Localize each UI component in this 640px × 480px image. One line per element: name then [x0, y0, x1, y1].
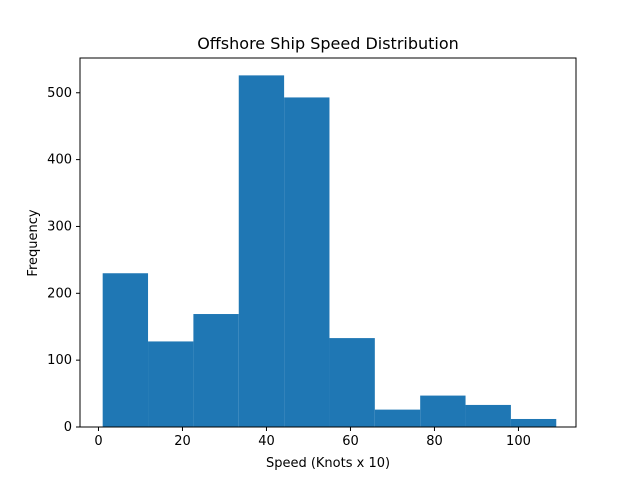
y-tick-label: 300 — [47, 219, 72, 234]
x-tick-label: 80 — [426, 434, 443, 449]
chart-title: Offshore Ship Speed Distribution — [197, 34, 459, 53]
ticks-layer: 0 20 40 60 80 100 0 100 200 300 400 500 — [47, 86, 531, 449]
y-tick-label: 200 — [47, 286, 72, 301]
histogram-bar-4 — [238, 75, 285, 427]
x-tick-label: 40 — [258, 434, 275, 449]
y-tick-label: 100 — [47, 353, 72, 368]
histogram-bar-2 — [148, 341, 194, 427]
histogram-bar-8 — [420, 395, 466, 427]
histogram-bar-1 — [102, 273, 149, 427]
histogram-bar-3 — [193, 314, 239, 427]
x-tick-label: 20 — [174, 434, 191, 449]
x-tick-label: 60 — [342, 434, 359, 449]
histogram-bar-10 — [510, 418, 557, 427]
y-axis-label: Frequency — [26, 209, 41, 276]
y-tick-label: 0 — [64, 420, 72, 435]
bars-layer — [102, 75, 557, 427]
plot-frame — [79, 57, 577, 428]
x-tick-label: 100 — [506, 434, 531, 449]
y-tick-label: 400 — [47, 153, 72, 168]
histogram-bar-5 — [284, 97, 330, 427]
x-axis-label: Speed (Knots x 10) — [266, 456, 390, 471]
y-tick-label: 500 — [47, 86, 72, 101]
histogram-bar-7 — [374, 409, 421, 427]
x-tick-label: 0 — [94, 434, 102, 449]
histogram-bar-9 — [465, 404, 511, 427]
histogram-bar-6 — [329, 338, 375, 427]
